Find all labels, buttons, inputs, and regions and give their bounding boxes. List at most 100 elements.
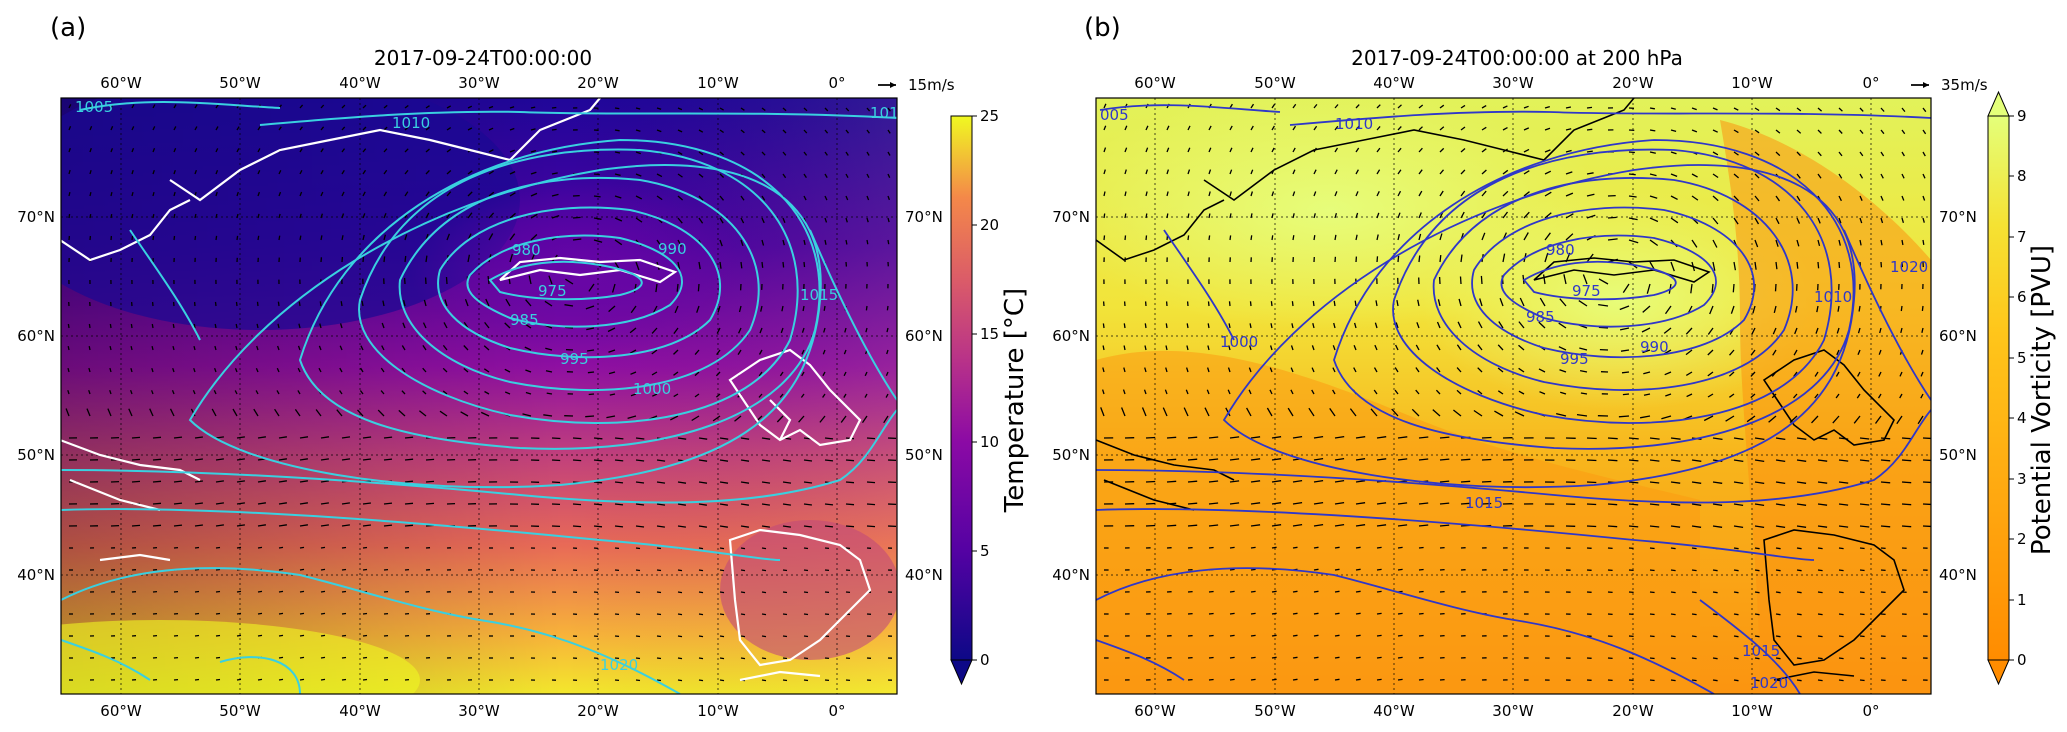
- wind-vector: [1313, 523, 1324, 527]
- wind-vector: [1880, 129, 1885, 135]
- wind-vector: [698, 635, 704, 638]
- wind-vector: [65, 408, 70, 417]
- panel-a-xtick-top: 10°W: [697, 74, 739, 92]
- wind-vector: [1418, 147, 1423, 153]
- wind-vector: [1733, 151, 1739, 156]
- wind-vector: [677, 503, 686, 506]
- wind-vector: [1538, 368, 1546, 373]
- wind-vector: [193, 323, 196, 329]
- wind-vector: [1103, 191, 1106, 197]
- wind-vector: [257, 436, 266, 439]
- wind-vector: [1292, 147, 1296, 153]
- wind-vector: [1312, 323, 1315, 329]
- wind-vector: [740, 635, 746, 638]
- wind-vector: [214, 323, 217, 329]
- wind-vector: [1556, 412, 1567, 417]
- wind-vector: [1775, 525, 1786, 529]
- wind-vector: [1622, 393, 1630, 396]
- wind-vector: [1775, 107, 1781, 112]
- wind-vector: [276, 345, 280, 351]
- wind-vector: [1313, 612, 1319, 615]
- wind-vector: [1859, 569, 1865, 572]
- wind-vector: [1857, 349, 1861, 356]
- wind-vector: [1901, 525, 1912, 528]
- wind-vector: [1796, 129, 1802, 134]
- wind-vector: [320, 612, 326, 615]
- wind-vector: [1817, 173, 1822, 179]
- wind-vector: [360, 367, 364, 373]
- wind-vector: [1246, 407, 1252, 417]
- wind-vector: [1518, 390, 1525, 395]
- wind-vector: [1586, 437, 1597, 440]
- wind-vector: [173, 213, 176, 219]
- wind-vector: [1838, 239, 1841, 246]
- wind-vector: [1355, 546, 1361, 549]
- wind-vector: [68, 147, 71, 153]
- wind-vector: [1292, 634, 1298, 637]
- wind-vector: [719, 569, 725, 572]
- panel-a-xtick-bottom: 10°W: [697, 702, 739, 720]
- wind-vector: [463, 368, 469, 373]
- colorbar-extend-min-triangle: [1987, 659, 2010, 686]
- wind-vector: [68, 169, 71, 175]
- wind-vector: [1751, 327, 1756, 335]
- wind-vector: [719, 261, 722, 269]
- wind-vector: [1754, 437, 1765, 441]
- wind-vector: [194, 458, 203, 461]
- wind-vector: [1481, 436, 1492, 439]
- wind-vector: [1817, 525, 1828, 528]
- wind-vector: [1291, 323, 1294, 329]
- wind-vector: [152, 480, 162, 483]
- wind-vector: [1394, 367, 1399, 373]
- contour-label: 1020: [600, 656, 638, 674]
- wind-vector: [1456, 367, 1462, 373]
- contour-label: 995: [560, 350, 589, 368]
- wind-vector: [635, 657, 641, 660]
- wind-vector: [719, 547, 725, 550]
- wind-vector: [1123, 367, 1126, 373]
- wind-vector: [1250, 458, 1261, 461]
- wind-vector: [1728, 371, 1735, 377]
- wind-vector: [1271, 235, 1274, 241]
- wind-vector: [298, 323, 301, 329]
- panel-b-xtick-bottom: 60°W: [1134, 702, 1176, 720]
- wind-vector: [782, 525, 791, 528]
- wind-vector: [1796, 591, 1802, 594]
- wind-vector: [1922, 217, 1925, 223]
- wind-vector: [761, 635, 767, 638]
- wind-vector: [1733, 217, 1739, 225]
- wind-vector: [1793, 349, 1798, 356]
- wind-vector: [781, 305, 784, 312]
- wind-vector: [194, 104, 198, 109]
- wind-vector: [803, 129, 808, 134]
- wind-vector: [1228, 345, 1231, 351]
- wind-vector: [551, 437, 561, 440]
- wind-vector: [1271, 103, 1276, 109]
- wind-vector: [845, 129, 850, 134]
- wind-vector: [1481, 169, 1487, 175]
- wind-vector: [885, 393, 889, 398]
- wind-vector: [740, 657, 746, 660]
- wind-vector: [1290, 367, 1294, 373]
- wind-vector: [362, 256, 365, 263]
- wind-vector: [1877, 393, 1882, 399]
- wind-vector: [651, 371, 658, 376]
- wind-vector: [1165, 345, 1168, 351]
- wind-vector: [1691, 547, 1697, 550]
- wind-vector: [1733, 547, 1739, 550]
- wind-vector: [824, 195, 828, 201]
- wind-vector: [1373, 367, 1378, 373]
- wind-vector: [1124, 213, 1127, 219]
- wind-vector: [173, 191, 176, 197]
- contour-label: 995: [1560, 350, 1589, 368]
- wind-vector: [865, 305, 868, 311]
- wind-vector: [551, 106, 557, 109]
- wind-vector: [1477, 367, 1483, 373]
- wind-vector: [1815, 327, 1819, 334]
- wind-vector: [1859, 591, 1865, 594]
- wind-vector: [674, 305, 679, 314]
- wind-vector: [1123, 323, 1126, 329]
- wind-vector: [1917, 415, 1924, 425]
- wind-vector: [488, 105, 494, 109]
- wind-vector: [1271, 546, 1277, 549]
